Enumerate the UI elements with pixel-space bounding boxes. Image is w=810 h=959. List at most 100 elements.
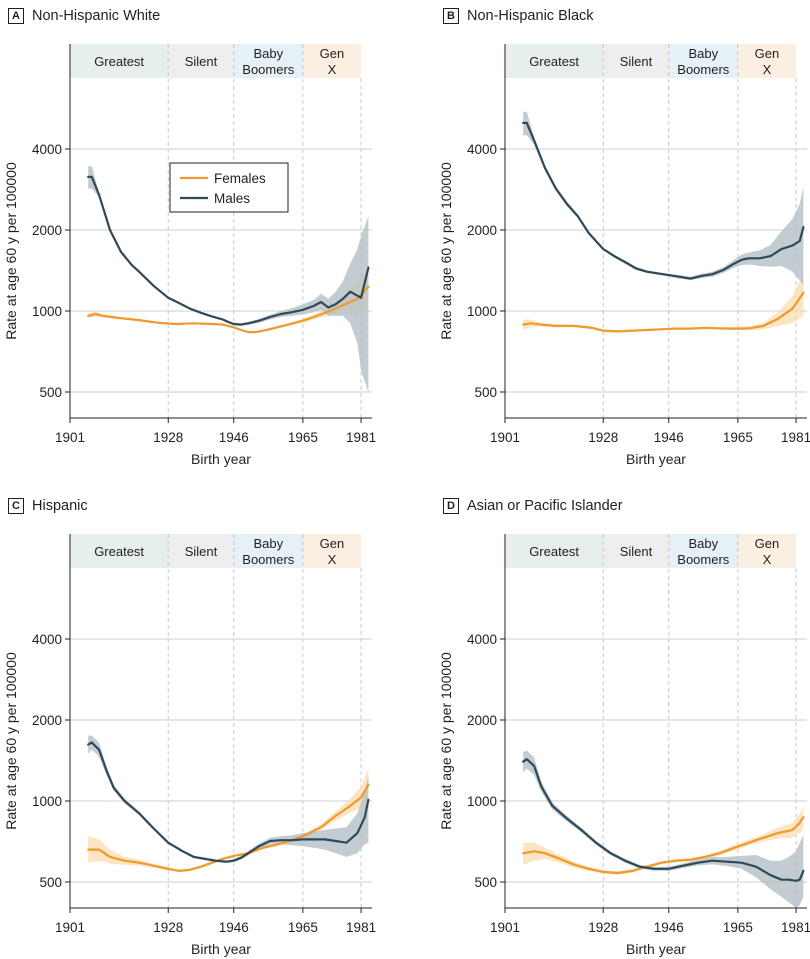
series-line-females [87,783,370,872]
generation-label: X [763,552,772,567]
series-line-males [87,741,370,863]
y-tick-label: 2000 [32,713,62,728]
panel-letter: B [443,8,459,24]
generation-label: Greatest [94,544,144,559]
series-line-males [87,175,370,326]
panel-d: D Asian or Pacific Islander Greatest Sile… [435,490,810,959]
generation-label: Greatest [529,544,579,559]
x-tick-label: 1981 [781,430,810,445]
y-tick-label: 2000 [467,223,497,238]
y-tick-label: 500 [39,875,62,890]
legend-label-females: Females [214,171,266,186]
generation-band-silent [603,44,669,78]
y-tick-label: 500 [474,385,497,400]
x-axis-title: Birth year [626,941,686,957]
generation-label: Baby [688,536,718,551]
panel-title-text: Non-Hispanic White [32,8,161,24]
generation-band-silent [168,44,234,78]
x-tick-label: 1965 [288,920,318,935]
x-tick-label: 1901 [490,920,520,935]
ci-band-females [523,807,804,875]
x-tick-label: 1928 [153,920,183,935]
x-axis-title: Birth year [626,451,686,467]
x-tick-label: 1928 [153,430,183,445]
panel-title: B Non-Hispanic Black [443,5,594,27]
panel-title: C Hispanic [8,495,88,517]
y-axis-title: Rate at age 60 y per 100000 [438,652,454,830]
series-line-males [522,758,805,882]
x-tick-label: 1965 [288,430,318,445]
x-tick-label: 1965 [723,430,753,445]
generation-label: Gen [755,536,780,551]
x-tick-label: 1901 [490,430,520,445]
panel-b: B Non-Hispanic Black Greatest Silent Baby B… [435,0,810,480]
generation-band-silent [168,534,234,568]
y-axis-title: Rate at age 60 y per 100000 [3,652,19,830]
generation-band-silent [603,534,669,568]
generation-label: Baby [253,536,283,551]
generation-label: X [763,62,772,77]
x-tick-label: 1946 [654,920,684,935]
x-tick-label: 1946 [219,920,249,935]
x-tick-label: 1946 [219,430,249,445]
panel-a: A Non-Hispanic White Greatest Silent Baby B… [0,0,405,480]
y-tick-label: 500 [474,875,497,890]
y-tick-label: 4000 [32,142,62,157]
panel-letter: C [8,498,24,514]
generation-band-boomers [668,44,738,78]
x-tick-label: 1965 [723,920,753,935]
generation-band-greatest [70,44,169,78]
generation-label: Silent [620,54,653,69]
y-tick-label: 1000 [32,304,62,319]
y-tick-label: 2000 [32,223,62,238]
generation-band-genx [737,534,797,568]
y-tick-label: 4000 [32,632,62,647]
generation-label: Greatest [94,54,144,69]
generation-label: X [328,62,337,77]
series-line-females [522,816,805,875]
generation-label: Boomers [677,552,730,567]
x-tick-label: 1981 [346,920,376,935]
legend: Females Males [169,162,289,213]
y-axis-title: Rate at age 60 y per 100000 [438,162,454,340]
x-tick-label: 1928 [588,430,618,445]
series-line-females [522,291,805,333]
generation-band-boomers [233,44,303,78]
panel-letter: D [443,498,459,514]
generation-label: Boomers [242,62,295,77]
generation-band-boomers [233,534,303,568]
generation-band-greatest [505,44,604,78]
generation-band-genx [302,534,362,568]
y-tick-label: 1000 [467,794,497,809]
y-tick-label: 500 [39,385,62,400]
y-tick-label: 4000 [467,632,497,647]
series-line-females [87,285,370,334]
generation-label: Gen [320,46,345,61]
ci-band-females [523,273,804,333]
generation-label: Boomers [677,62,730,77]
ci-band-males [88,735,369,864]
y-tick-label: 2000 [467,713,497,728]
y-tick-label: 1000 [467,304,497,319]
generation-label: Silent [185,54,218,69]
x-tick-label: 1928 [588,920,618,935]
panel-title: A Non-Hispanic White [8,5,160,27]
generation-label: Greatest [529,54,579,69]
panel-letter: A [8,8,24,24]
x-axis-title: Birth year [191,451,251,467]
x-tick-label: 1981 [346,430,376,445]
series-line-males [522,121,805,280]
legend-box [169,162,289,213]
generation-label: Silent [185,544,218,559]
generation-label: Gen [755,46,780,61]
x-tick-label: 1981 [781,920,810,935]
ci-band-females [88,768,369,873]
generation-band-boomers [668,534,738,568]
y-tick-label: 1000 [32,794,62,809]
panel-title-text: Non-Hispanic Black [467,8,594,24]
generation-label: X [328,552,337,567]
y-tick-label: 4000 [467,142,497,157]
